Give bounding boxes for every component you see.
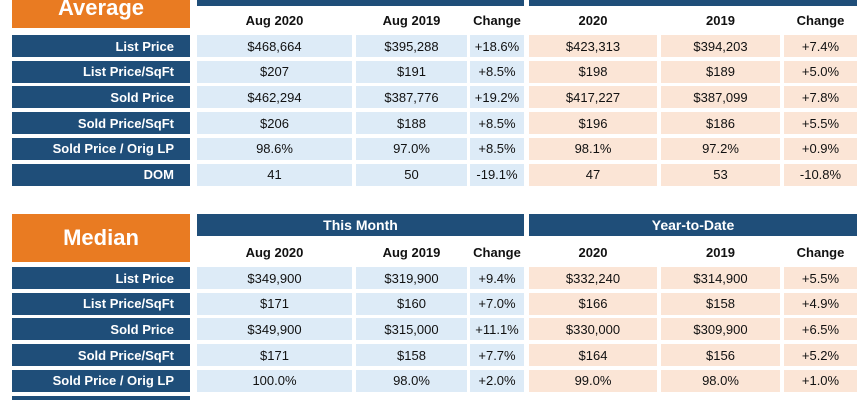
column-header: 2019 <box>706 12 735 28</box>
cell: +11.1% <box>470 318 524 341</box>
cell: $206 <box>197 112 352 135</box>
row-label <box>12 396 190 400</box>
cell: +9.4% <box>470 267 524 289</box>
cell: -10.8% <box>784 163 857 186</box>
cell: +6.5% <box>784 318 857 341</box>
cell: $309,900 <box>661 318 780 341</box>
cell: 100.0% <box>197 369 352 392</box>
row-label: Sold Price/SqFt <box>12 344 190 367</box>
group-header-bar <box>197 0 524 6</box>
cell: 53 <box>661 163 780 186</box>
cell: 97.0% <box>356 137 467 160</box>
cell: $160 <box>356 292 467 315</box>
cell: 98.6% <box>197 137 352 160</box>
cell: +5.5% <box>784 112 857 135</box>
cell: $423,313 <box>529 35 657 57</box>
cell: $164 <box>529 344 657 367</box>
cell: $196 <box>529 112 657 135</box>
cell: $314,900 <box>661 267 780 289</box>
cell: 98.0% <box>356 369 467 392</box>
cell: $166 <box>529 292 657 315</box>
row-label: Sold Price / Orig LP <box>12 137 190 160</box>
cell: $158 <box>356 344 467 367</box>
row-label: List Price/SqFt <box>12 60 190 83</box>
cell: +8.5% <box>470 112 524 135</box>
cell: 97.2% <box>661 137 780 160</box>
cell: +8.5% <box>470 137 524 160</box>
row-label: List Price <box>12 267 190 289</box>
cell: $395,288 <box>356 35 467 57</box>
cell: $387,776 <box>356 86 467 109</box>
cell: +0.9% <box>784 137 857 160</box>
cell: +7.4% <box>784 35 857 57</box>
cell: 99.0% <box>529 369 657 392</box>
row-label: List Price/SqFt <box>12 292 190 315</box>
cell: $319,900 <box>356 267 467 289</box>
column-header: Aug 2019 <box>382 244 441 260</box>
cell: $417,227 <box>529 86 657 109</box>
group-header: This Month <box>197 214 524 236</box>
row-label: Sold Price <box>12 86 190 109</box>
cell: $207 <box>197 60 352 83</box>
cell: $349,900 <box>197 318 352 341</box>
cell: +8.5% <box>470 60 524 83</box>
cell: $468,664 <box>197 35 352 57</box>
section-label: Average <box>12 0 190 28</box>
cell: $332,240 <box>529 267 657 289</box>
cell: +5.0% <box>784 60 857 83</box>
cell: +4.9% <box>784 292 857 315</box>
cell: +2.0% <box>470 369 524 392</box>
cell: $349,900 <box>197 267 352 289</box>
cell: +5.5% <box>784 267 857 289</box>
cell: +18.6% <box>470 35 524 57</box>
cell: -19.1% <box>470 163 524 186</box>
cell: $315,000 <box>356 318 467 341</box>
cell: 98.1% <box>529 137 657 160</box>
row-label: Sold Price / Orig LP <box>12 369 190 392</box>
cell: $188 <box>356 112 467 135</box>
cell: $171 <box>197 292 352 315</box>
column-header: 2020 <box>578 12 608 28</box>
cell: 98.0% <box>661 369 780 392</box>
cell: $394,203 <box>661 35 780 57</box>
cell: +7.0% <box>470 292 524 315</box>
column-header: 2019 <box>706 244 735 260</box>
cell: +1.0% <box>784 369 857 392</box>
cell: $171 <box>197 344 352 367</box>
cell: $189 <box>661 60 780 83</box>
row-label: Sold Price <box>12 318 190 341</box>
cell: +7.8% <box>784 86 857 109</box>
cell: +5.2% <box>784 344 857 367</box>
cell: $330,000 <box>529 318 657 341</box>
column-header: Change <box>796 12 845 28</box>
cell: $191 <box>356 60 467 83</box>
row-label: Sold Price/SqFt <box>12 112 190 135</box>
row-label: DOM <box>12 163 190 186</box>
column-header: Change <box>473 12 521 28</box>
cell: +19.2% <box>470 86 524 109</box>
column-header: Change <box>473 244 521 260</box>
cell: 47 <box>529 163 657 186</box>
group-header: Year-to-Date <box>529 214 857 236</box>
cell: 41 <box>197 163 352 186</box>
column-header: 2020 <box>578 244 608 260</box>
column-header: Aug 2019 <box>382 12 441 28</box>
cell: +7.7% <box>470 344 524 367</box>
column-header: Change <box>796 244 845 260</box>
cell: $158 <box>661 292 780 315</box>
cell: 50 <box>356 163 467 186</box>
column-header: Aug 2020 <box>245 12 304 28</box>
cell: $462,294 <box>197 86 352 109</box>
row-label: List Price <box>12 35 190 57</box>
group-header-bar <box>529 0 857 6</box>
cell: $198 <box>529 60 657 83</box>
section-label: Median <box>12 214 190 262</box>
cell: $186 <box>661 112 780 135</box>
column-header: Aug 2020 <box>245 244 304 260</box>
cell: $156 <box>661 344 780 367</box>
cell: $387,099 <box>661 86 780 109</box>
